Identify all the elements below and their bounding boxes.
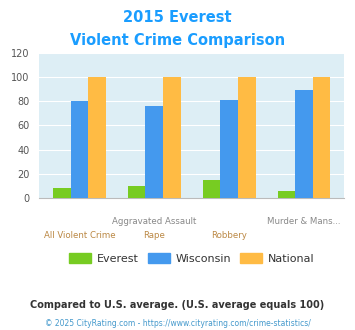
Bar [163, 77, 181, 198]
Text: Murder & Mans...: Murder & Mans... [267, 217, 341, 226]
Text: Aggravated Assault: Aggravated Assault [112, 217, 196, 226]
Bar [295, 90, 313, 198]
Bar [220, 100, 238, 198]
Bar [71, 101, 88, 198]
Bar [88, 77, 106, 198]
Text: 2015 Everest: 2015 Everest [123, 10, 232, 25]
Bar [238, 77, 256, 198]
Text: Rape: Rape [143, 231, 165, 240]
Text: Compared to U.S. average. (U.S. average equals 100): Compared to U.S. average. (U.S. average … [31, 300, 324, 310]
Text: © 2025 CityRating.com - https://www.cityrating.com/crime-statistics/: © 2025 CityRating.com - https://www.city… [45, 319, 310, 328]
Bar [128, 186, 146, 198]
Legend: Everest, Wisconsin, National: Everest, Wisconsin, National [65, 248, 319, 268]
Text: All Violent Crime: All Violent Crime [44, 231, 115, 240]
Text: Violent Crime Comparison: Violent Crime Comparison [70, 33, 285, 48]
Bar [146, 106, 163, 198]
Bar [313, 77, 331, 198]
Text: Robbery: Robbery [211, 231, 247, 240]
Bar [278, 191, 295, 198]
Bar [203, 180, 220, 198]
Bar [53, 188, 71, 198]
